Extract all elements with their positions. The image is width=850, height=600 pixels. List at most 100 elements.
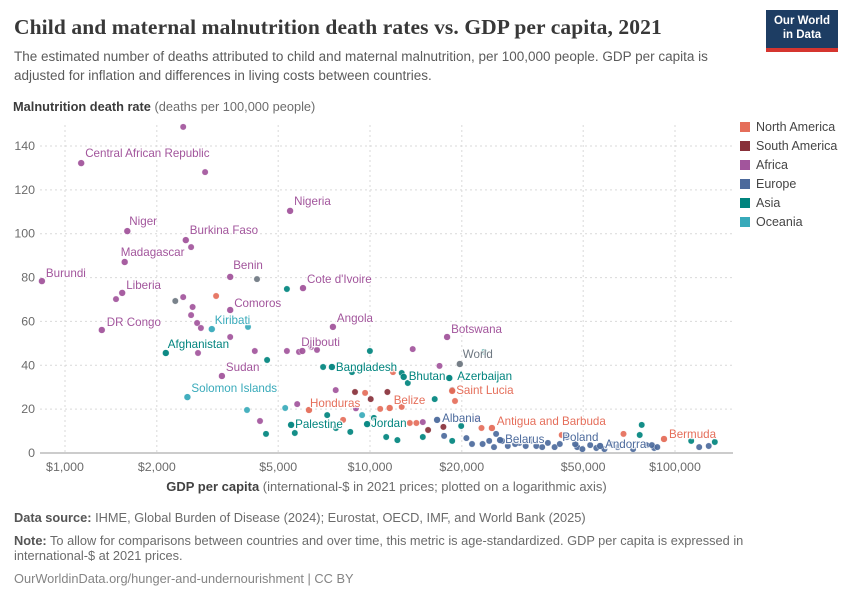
data-point[interactable] [376,405,384,413]
data-point[interactable] [212,292,220,300]
data-point[interactable] [443,333,451,341]
data-point[interactable] [462,434,470,442]
country-label[interactable]: Afghanistan [167,337,231,353]
data-point[interactable] [504,442,512,450]
data-point[interactable] [456,360,464,368]
data-point[interactable] [538,443,546,451]
data-point[interactable] [596,442,604,450]
country-label[interactable]: Bangladesh [335,360,399,376]
data-point[interactable] [400,373,408,381]
data-point[interactable] [253,275,261,283]
data-point[interactable] [556,440,564,448]
data-point[interactable] [705,442,713,450]
country-label[interactable]: Nigeria [293,194,333,210]
data-point[interactable] [492,430,500,438]
country-label[interactable]: DR Congo [106,315,163,331]
data-point[interactable] [291,429,299,437]
data-point[interactable] [473,415,481,423]
data-point[interactable] [226,333,234,341]
data-point[interactable] [660,435,668,443]
data-point[interactable] [448,437,456,445]
country-label[interactable]: Solomon Islands [190,381,278,397]
data-point[interactable] [436,362,443,370]
data-point[interactable] [607,440,614,448]
data-point[interactable] [366,347,374,355]
country-label[interactable]: Burkina Faso [189,223,260,239]
country-label[interactable]: Antigua and Barbuda [496,414,608,430]
data-point[interactable] [77,159,85,167]
data-point[interactable] [183,393,192,401]
data-point[interactable] [332,424,340,432]
country-label[interactable]: Palestine [294,417,344,433]
data-point[interactable] [361,389,369,397]
data-point[interactable] [404,379,412,387]
data-point[interactable] [121,258,129,266]
data-point[interactable] [409,345,417,353]
data-point[interactable] [281,404,289,412]
data-point[interactable] [614,443,622,451]
data-point[interactable] [298,347,306,355]
country-label[interactable]: Madagascar [119,245,185,261]
data-point[interactable] [263,356,271,364]
data-point[interactable] [162,349,170,357]
data-point[interactable] [98,326,106,334]
data-point[interactable] [218,372,226,380]
country-label[interactable]: Andorra [604,437,648,453]
data-point[interactable] [251,347,259,355]
data-point[interactable] [179,123,187,131]
country-label[interactable]: Jordan [370,416,408,432]
country-label[interactable]: Djibouti [300,335,341,351]
data-point[interactable] [286,207,294,215]
data-point[interactable] [389,368,397,376]
data-point[interactable] [367,395,375,403]
country-label[interactable]: Niger [128,214,158,230]
data-point[interactable] [283,347,291,355]
data-point[interactable] [352,404,360,412]
country-label[interactable]: World [462,347,495,363]
data-point[interactable] [393,436,401,444]
data-point[interactable] [398,403,406,411]
data-point[interactable] [193,319,201,327]
data-point[interactable] [445,374,453,382]
data-point[interactable] [419,433,427,441]
data-point[interactable] [496,436,504,444]
data-point[interactable] [687,437,695,445]
country-label[interactable]: Comoros [233,296,283,312]
country-label[interactable]: Botswana [450,322,504,338]
data-point[interactable] [383,388,391,396]
data-point[interactable] [351,388,359,396]
data-point[interactable] [112,295,120,303]
data-point[interactable] [319,363,327,371]
data-point[interactable] [488,424,496,432]
data-point[interactable] [201,168,209,176]
data-point[interactable] [313,346,321,354]
data-point[interactable] [695,443,703,451]
country-label[interactable]: Azerbaijan [456,369,513,385]
data-point[interactable] [187,311,195,319]
data-point[interactable] [586,441,594,449]
data-point[interactable] [638,421,646,429]
data-point[interactable] [323,411,331,419]
data-point[interactable] [262,430,270,438]
data-point[interactable] [197,324,205,332]
data-point[interactable] [346,428,354,436]
owid-logo[interactable]: Our World in Data [766,10,838,52]
data-point[interactable] [208,325,216,333]
data-point[interactable] [711,438,719,446]
data-point[interactable] [256,417,264,425]
data-point[interactable] [182,236,190,244]
country-label[interactable]: Central African Republic [84,146,211,162]
data-point[interactable] [468,440,476,448]
data-point[interactable] [544,439,552,447]
data-point[interactable] [551,443,558,451]
data-point[interactable] [451,397,459,405]
data-point[interactable] [433,416,441,424]
data-point[interactable] [194,349,202,357]
legend-item-asia[interactable]: Asia [740,196,837,210]
data-point[interactable] [359,363,367,371]
data-point[interactable] [287,421,295,429]
data-point[interactable] [226,273,234,281]
data-point[interactable] [226,306,234,314]
data-point[interactable] [123,227,131,235]
data-point[interactable] [457,422,465,430]
